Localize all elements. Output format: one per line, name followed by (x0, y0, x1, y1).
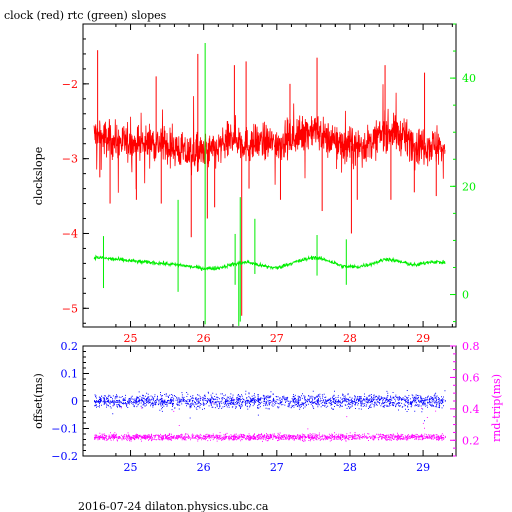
x-tick-label: 29 (416, 332, 430, 345)
y-tick-label: 0.8 (462, 340, 480, 353)
top-right-y-ticks: 0 20 40 (450, 23, 476, 323)
bottom-x-ticks: 25 26 27 28 29 (115, 346, 453, 474)
bottom-right-y-ticks: 0.2 0.4 0.6 0.8 (450, 340, 480, 457)
footer-text: 2016-07-24 dilaton.physics.ubc.ca (78, 500, 269, 512)
y-tick-label: 0 (71, 395, 78, 408)
y-tick-label: −2 (62, 78, 78, 91)
x-tick-label: 25 (124, 332, 138, 345)
x-tick-label: 28 (343, 461, 357, 474)
x-tick-label: 27 (270, 332, 284, 345)
y-tick-label: −3 (62, 153, 78, 166)
bottom-panel: 25 26 27 28 29 −0.2−0.100.10.2 0.20.40.60.8 … (32, 340, 503, 474)
y-tick-label: 0 (462, 289, 469, 302)
x-tick-label: 28 (343, 332, 357, 345)
y-tick-label: −4 (62, 227, 78, 240)
top-panel: 25 26 27 28 29 −5 −4 −3 −2 0 20 40 clockslope (32, 23, 476, 345)
y-tick-label: −0.1 (51, 423, 78, 436)
x-tick-label: 29 (416, 461, 430, 474)
offset-scatter-points (94, 390, 446, 422)
chart-title: clock (red) rtc (green) slopes (4, 9, 167, 22)
bottom-left-y-ticks: −0.2 −0.1 0 0.1 0.2 (51, 340, 89, 463)
x-tick-label: 27 (270, 461, 284, 474)
top-plot-frame (82, 23, 457, 328)
top-left-y-ticks: −5 −4 −3 −2 (62, 38, 89, 324)
top-plot-clip-group (93, 42, 446, 326)
y-tick-label: 20 (462, 180, 476, 193)
x-tick-label: 26 (197, 461, 211, 474)
bottom-y2-axis-label: rnd-trip(ms) (490, 374, 503, 442)
y-tick-label: 40 (462, 72, 476, 85)
x-tick-label: 26 (197, 332, 211, 345)
y-tick-label: −5 (62, 302, 78, 315)
bottom-plot-clip-group (94, 390, 446, 442)
y-tick-label: 0.1 (61, 368, 79, 381)
y-tick-label: 0.4 (462, 403, 480, 416)
x-tick-label: 25 (124, 461, 138, 474)
roundtrip-scatter-points (94, 397, 446, 442)
clock-series-line (93, 84, 446, 193)
y-tick-label: 0.2 (61, 340, 79, 353)
top-y-axis-label: clockslope (32, 147, 45, 205)
y-tick-label: 0.6 (462, 371, 480, 384)
y-tick-label: 0.2 (462, 434, 480, 447)
y-tick-label: −0.2 (51, 450, 78, 463)
bottom-y-axis-label: offset(ms) (32, 373, 45, 429)
rtc-series-line (93, 254, 446, 271)
top-x-ticks: 25 26 27 28 29 (115, 24, 453, 345)
